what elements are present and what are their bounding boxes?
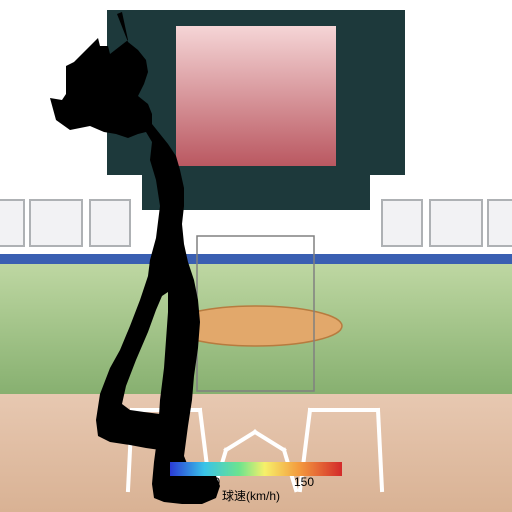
grandstand-4 [430,200,482,246]
outfield-rail [0,254,512,264]
grandstand-1 [30,200,82,246]
speed-legend-bar [170,462,342,476]
scoreboard-screen [176,26,336,166]
legend-axis-label: 球速(km/h) [222,489,280,503]
grandstand-3 [382,200,422,246]
legend-tick-1: 150 [294,475,314,489]
grandstand-5 [488,200,512,246]
grandstand-2 [90,200,130,246]
legend-tick-0: 100 [200,475,220,489]
grandstand-0 [0,200,24,246]
